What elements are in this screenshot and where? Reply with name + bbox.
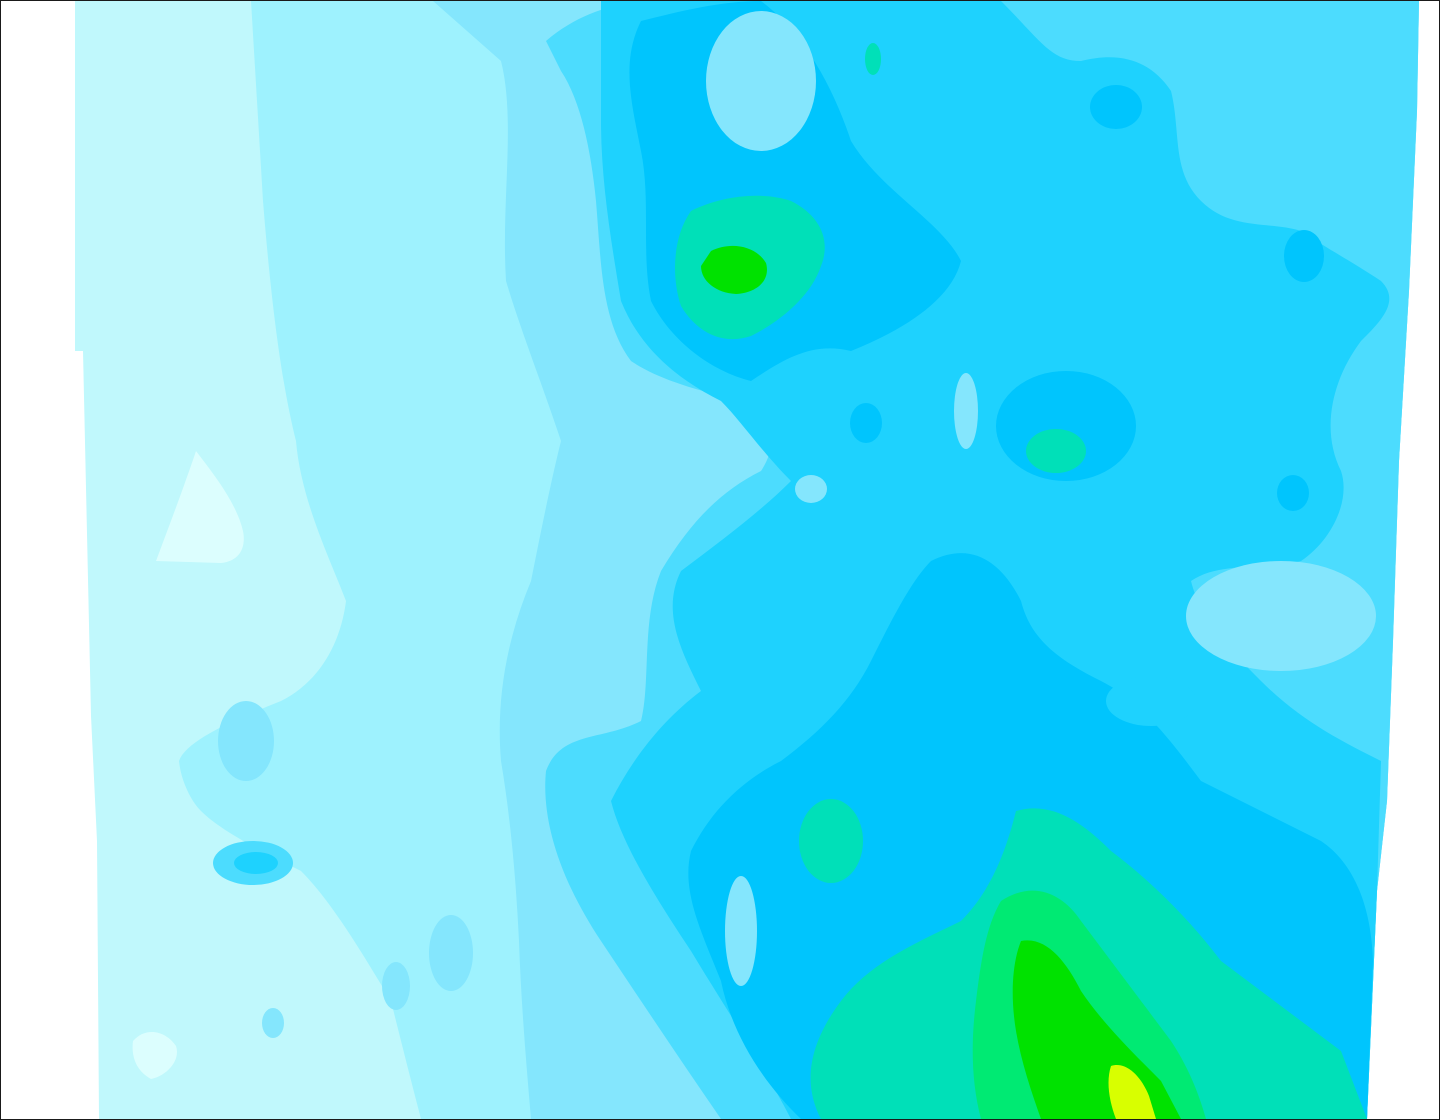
contour-cell-high-7 bbox=[799, 799, 863, 883]
contour-cell-high-9 bbox=[865, 43, 881, 75]
contour-cell-low-6 bbox=[262, 1008, 284, 1038]
contour-band-9-north bbox=[701, 245, 767, 294]
contour-cell-mid-2 bbox=[795, 475, 827, 503]
contour-cell-high-6 bbox=[1026, 429, 1086, 473]
contour-cell-mid-4 bbox=[725, 876, 757, 986]
contour-cell-low-5 bbox=[382, 962, 410, 1010]
contour-cell-high-1 bbox=[1090, 85, 1142, 129]
contour-cell-high-2 bbox=[1284, 230, 1324, 282]
contour-cell-mid-5 bbox=[706, 11, 816, 151]
contour-cell-high-4 bbox=[1277, 475, 1309, 511]
contour-cell-low-3 bbox=[234, 852, 278, 874]
contour-pocket-west bbox=[156, 451, 244, 563]
contour-cell-mid-6 bbox=[1106, 676, 1196, 726]
contour-pocket-southwest bbox=[132, 1031, 177, 1079]
contour-band-9 bbox=[1012, 940, 1181, 1119]
contour-cell-low-1 bbox=[218, 701, 274, 781]
contour-cell-high-3 bbox=[850, 403, 882, 443]
contour-cell-mid-3 bbox=[954, 373, 978, 449]
contour-cell-low-4 bbox=[429, 915, 473, 991]
contour-cell-mid-1 bbox=[1186, 561, 1376, 671]
contour-band-10 bbox=[1108, 1065, 1156, 1119]
